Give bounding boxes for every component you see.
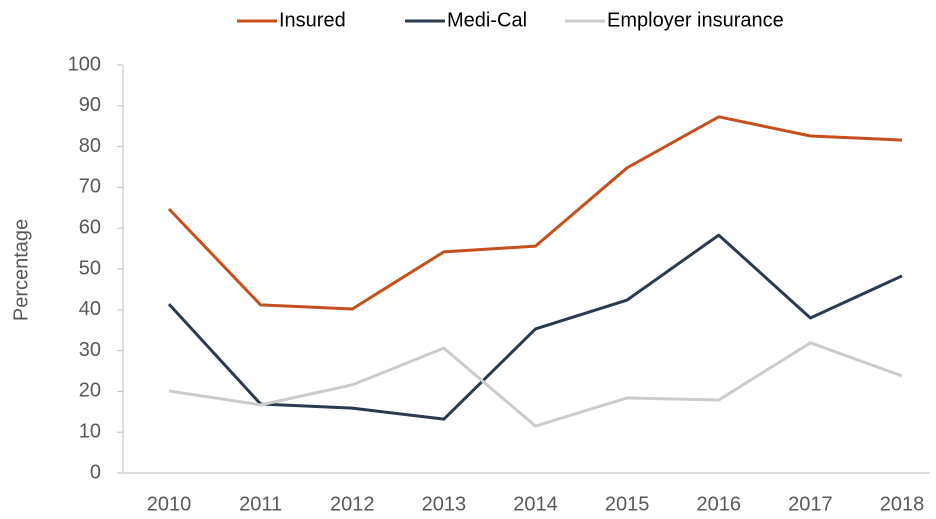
y-tick-label: 0 [90, 461, 101, 483]
x-tick-label: 2015 [605, 493, 650, 515]
legend-label: Medi-Cal [447, 9, 527, 31]
x-tick-label: 2012 [330, 493, 375, 515]
series-line [167, 115, 903, 311]
y-tick-label: 70 [79, 176, 101, 198]
series-line [168, 341, 903, 428]
x-tick-label: 2018 [880, 493, 925, 515]
y-tick-label: 40 [79, 298, 101, 320]
y-tick-label: 50 [79, 257, 101, 279]
y-axis-label: Percentage [10, 219, 32, 321]
y-tick-label: 20 [79, 380, 101, 402]
legend-label: Employer insurance [607, 9, 784, 31]
legend-label: Insured [279, 9, 346, 31]
x-tick-label: 2013 [422, 493, 467, 515]
y-tick-label: 10 [79, 420, 101, 442]
x-tick-label: 2014 [513, 493, 558, 515]
series-line [167, 233, 903, 421]
y-tick-label: 80 [79, 135, 101, 157]
x-tick-label: 2011 [239, 493, 282, 515]
y-tick-label: 60 [79, 216, 101, 238]
y-tick-label: 100 [68, 53, 101, 75]
x-tick-label: 2017 [788, 493, 833, 515]
y-tick-label: 30 [79, 339, 101, 361]
x-tick-label: 2016 [697, 493, 742, 515]
y-tick-label: 90 [79, 94, 101, 116]
x-tick-label: 2010 [147, 493, 192, 515]
